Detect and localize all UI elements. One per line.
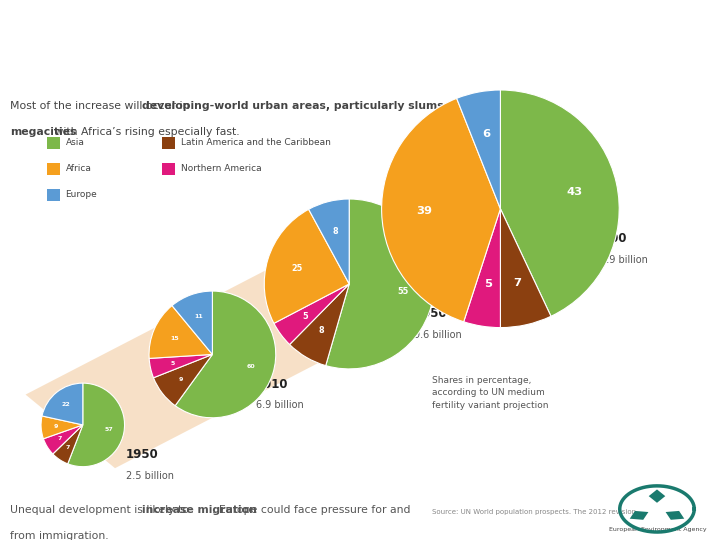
- Wedge shape: [500, 209, 551, 328]
- Wedge shape: [456, 90, 500, 209]
- Wedge shape: [149, 306, 212, 359]
- Text: 39: 39: [416, 206, 433, 216]
- Polygon shape: [665, 511, 684, 520]
- Polygon shape: [630, 511, 649, 520]
- Text: 60: 60: [247, 364, 256, 369]
- Wedge shape: [289, 284, 349, 366]
- Text: 55: 55: [397, 287, 409, 296]
- Wedge shape: [42, 383, 83, 425]
- Text: 9: 9: [178, 377, 183, 382]
- Text: 5: 5: [302, 312, 308, 321]
- Wedge shape: [274, 284, 349, 345]
- Text: 5: 5: [485, 279, 492, 289]
- Wedge shape: [382, 98, 500, 322]
- Bar: [47, 137, 60, 149]
- Text: 10.9 billion: 10.9 billion: [594, 255, 648, 265]
- Text: Asia: Asia: [66, 138, 84, 147]
- Wedge shape: [68, 383, 125, 467]
- Text: 57: 57: [104, 427, 114, 433]
- Wedge shape: [53, 425, 83, 464]
- Text: Latin America and the Caribbean: Latin America and the Caribbean: [181, 138, 330, 147]
- Text: . Europe could face pressure for and: . Europe could face pressure for and: [212, 505, 411, 515]
- Text: 1950: 1950: [126, 448, 158, 461]
- Wedge shape: [325, 199, 434, 369]
- Text: Northern America: Northern America: [181, 164, 261, 173]
- Text: increase migration: increase migration: [142, 505, 257, 515]
- Text: SOER 2015 / Global megatrends /: SOER 2015 / Global megatrends /: [9, 9, 114, 14]
- Text: 43: 43: [567, 187, 582, 197]
- Text: 2100: 2100: [594, 232, 626, 245]
- Text: 2.5 billion: 2.5 billion: [126, 471, 174, 481]
- Bar: [47, 163, 60, 175]
- Text: Most of the increase will occur in: Most of the increase will occur in: [10, 101, 193, 111]
- Text: 7: 7: [513, 278, 521, 288]
- Wedge shape: [175, 291, 276, 418]
- Text: 8: 8: [333, 227, 338, 236]
- Text: 5: 5: [171, 361, 175, 366]
- Polygon shape: [649, 489, 665, 503]
- Text: Europe: Europe: [66, 190, 97, 199]
- Text: GMT 1: Diverging global population trends: GMT 1: Diverging global population trend…: [9, 26, 524, 46]
- Text: 6.9 billion: 6.9 billion: [256, 401, 303, 410]
- Wedge shape: [309, 199, 349, 284]
- Text: Unequal development is likely to: Unequal development is likely to: [10, 505, 192, 515]
- Text: Shares in percentage,
according to UN medium
fertility variant projection: Shares in percentage, according to UN me…: [432, 376, 549, 409]
- Wedge shape: [149, 354, 212, 378]
- Text: 25: 25: [292, 264, 303, 273]
- Wedge shape: [464, 209, 500, 328]
- Text: Africa: Africa: [66, 164, 91, 173]
- Text: from immigration.: from immigration.: [10, 531, 109, 540]
- Text: megacities: megacities: [10, 126, 76, 137]
- Text: 6: 6: [482, 129, 490, 139]
- Text: 9: 9: [54, 424, 58, 429]
- Text: 2010: 2010: [256, 378, 288, 391]
- Wedge shape: [264, 210, 349, 323]
- Text: 2050: 2050: [414, 307, 446, 320]
- Bar: [162, 163, 175, 175]
- Bar: [162, 137, 175, 149]
- Text: European Environment Agency: European Environment Agency: [608, 526, 706, 531]
- Wedge shape: [172, 291, 212, 354]
- Text: 7: 7: [58, 436, 62, 442]
- Text: developing-world urban areas, particularly slums and: developing-world urban areas, particular…: [142, 101, 470, 111]
- Text: 15: 15: [171, 336, 179, 341]
- Wedge shape: [41, 416, 83, 439]
- Text: Africa: Africa: [297, 253, 358, 296]
- Polygon shape: [25, 165, 558, 468]
- Text: 7: 7: [66, 444, 71, 450]
- Text: 11: 11: [194, 314, 203, 319]
- Text: 22: 22: [62, 402, 71, 407]
- Text: 8: 8: [319, 326, 325, 335]
- Text: 9.6 billion: 9.6 billion: [414, 330, 462, 340]
- Wedge shape: [153, 354, 212, 406]
- Wedge shape: [43, 425, 83, 454]
- Text: Source: UN World population prospects. The 2012 revision: Source: UN World population prospects. T…: [432, 509, 636, 516]
- Text: with Africa’s rising especially fast.: with Africa’s rising especially fast.: [51, 126, 240, 137]
- Wedge shape: [500, 90, 619, 316]
- Bar: [47, 189, 60, 200]
